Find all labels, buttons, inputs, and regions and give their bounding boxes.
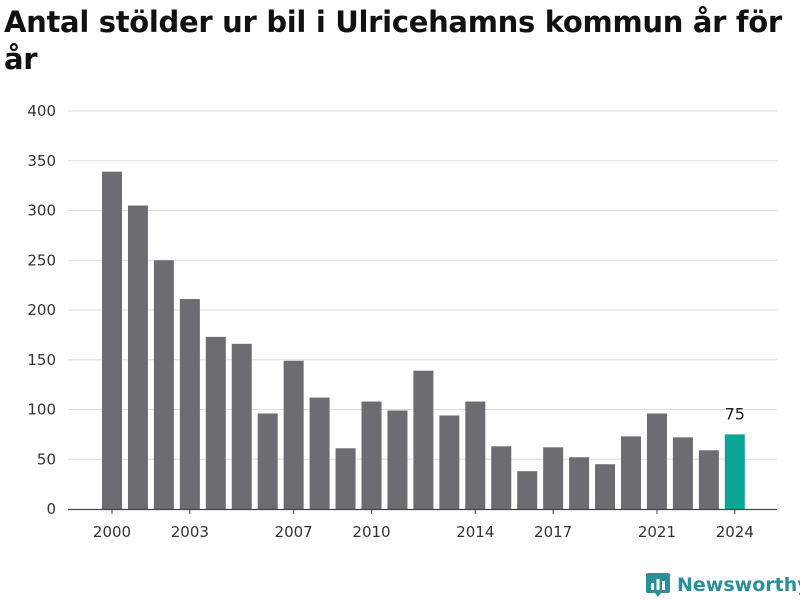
brand-name: Newsworthy — [677, 574, 800, 596]
newsworthy-logo: Newsworthy — [645, 570, 800, 600]
bar-2014 — [465, 401, 486, 509]
newsworthy-icon — [646, 573, 670, 597]
x-tick-label: 2021 — [638, 523, 676, 541]
bar-2015 — [491, 446, 512, 509]
x-tick-label: 2010 — [352, 523, 390, 541]
y-tick-label: 200 — [27, 301, 56, 319]
bar-2011 — [387, 410, 408, 509]
y-tick-label: 350 — [27, 152, 56, 170]
x-tick-label: 2000 — [93, 523, 131, 541]
bar-2008 — [309, 397, 330, 509]
bar-2017 — [543, 447, 564, 509]
bar-2022 — [672, 437, 693, 509]
x-tick-label: 2007 — [275, 523, 313, 541]
bar-2021 — [646, 413, 667, 509]
bar-2016 — [517, 471, 538, 509]
bar-2004 — [205, 336, 226, 509]
y-tick-label: 0 — [46, 500, 56, 518]
bar-2018 — [569, 457, 590, 509]
bar-2002 — [153, 260, 174, 509]
data-labels: 75 — [725, 404, 745, 423]
bar-2007 — [283, 360, 304, 509]
bar-2024 — [724, 434, 745, 509]
bars — [102, 171, 745, 509]
bar-2012 — [413, 370, 434, 509]
gridlines — [68, 110, 777, 460]
x-axis: 2000 2003 2007 2010 2014 2017 2021 2024 — [68, 508, 777, 541]
y-tick-label: 150 — [27, 351, 56, 369]
bar-2020 — [621, 436, 641, 509]
bar-2000 — [102, 171, 122, 509]
chart-title: Antal stölder ur bil i Ulricehamns kommu… — [4, 5, 782, 76]
bar-2010 — [361, 401, 382, 509]
bar-2009 — [335, 448, 356, 509]
bar-2006 — [257, 413, 278, 509]
data-label: 75 — [725, 404, 745, 423]
bar-chart: 75 0 50 100 150 200 250 300 350 400 2000 2003 2007… — [27, 102, 777, 541]
bar-2005 — [231, 343, 252, 509]
bar-2001 — [127, 205, 148, 509]
y-tick-label: 100 — [27, 401, 56, 419]
x-tick-label: 2017 — [534, 523, 572, 541]
y-tick-label: 300 — [27, 202, 56, 220]
bar-2013 — [439, 415, 460, 509]
y-tick-label: 50 — [37, 450, 56, 468]
x-tick-label: 2024 — [716, 523, 754, 541]
bar-2023 — [698, 450, 719, 509]
x-tick-label: 2003 — [171, 523, 209, 541]
y-axis: 0 50 100 150 200 250 300 350 400 — [27, 102, 56, 518]
bar-2019 — [595, 464, 616, 509]
bar-2003 — [179, 299, 200, 509]
y-tick-label: 250 — [27, 251, 56, 269]
x-tick-label: 2014 — [456, 523, 494, 541]
y-tick-label: 400 — [27, 102, 56, 120]
